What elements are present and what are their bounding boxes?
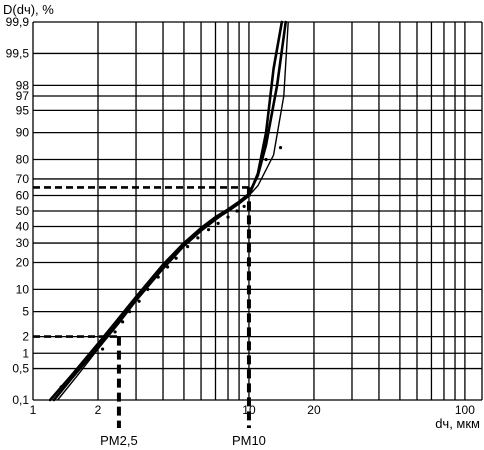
x-tick-label: 10 [242,403,256,417]
y-tick-label: 2 [22,330,29,344]
data-point [196,236,200,240]
data-point [226,215,230,219]
data-point [264,157,268,162]
y-tick-label: 50 [16,204,30,218]
data-point [165,265,170,269]
y-tick-label: 0,1 [12,393,29,407]
y-tick-label: 99,5 [6,46,30,60]
x-axis-label: dч, мкм [435,416,480,431]
series [48,20,289,402]
data-point [121,320,125,324]
y-tick-label: 20 [16,255,30,269]
y-tick-label: 95 [16,103,30,117]
data-point [100,347,105,351]
data-point [186,245,190,249]
data-points [59,146,283,389]
data-point [156,275,160,279]
data-point [127,309,132,314]
y-tick-label: 30 [16,236,30,250]
y-tick-label: 90 [16,126,30,140]
y-tick-label: 60 [16,189,30,203]
grid [32,21,483,401]
data-point [206,228,211,232]
data-point [113,330,117,334]
series-line [57,21,289,401]
data-point [174,256,178,260]
y-tick-label: 40 [16,219,30,233]
y-tick-label: 99,9 [6,15,30,29]
y-tick-label: 1 [22,346,29,360]
y-tick-label: 10 [16,282,30,296]
annotation-label: PM2,5 [100,433,138,448]
data-point [216,221,220,225]
annotation-label: PM10 [232,433,266,448]
y-tick-label: 0,5 [12,362,29,376]
data-point [235,209,239,213]
x-tick-label: 1 [30,403,37,417]
annotations: PM2,5 PM10 [100,433,266,448]
y-tick-label: 80 [16,153,30,167]
x-tick-label: 100 [455,403,475,417]
y-axis-label: D(dч), % [3,2,54,17]
data-point [278,146,283,150]
y-tick-label: 70 [16,172,30,186]
data-point [137,299,141,303]
data-point [242,204,246,208]
data-point [59,385,63,389]
y-tick-label: 98 [16,78,30,92]
y-tick-label: 97 [16,89,30,103]
x-tick-label: 20 [307,403,321,417]
data-point [146,287,150,291]
x-tick-label: 2 [95,403,102,417]
y-tick-label: 5 [22,305,29,319]
data-point [86,356,90,360]
series-line [48,20,288,402]
